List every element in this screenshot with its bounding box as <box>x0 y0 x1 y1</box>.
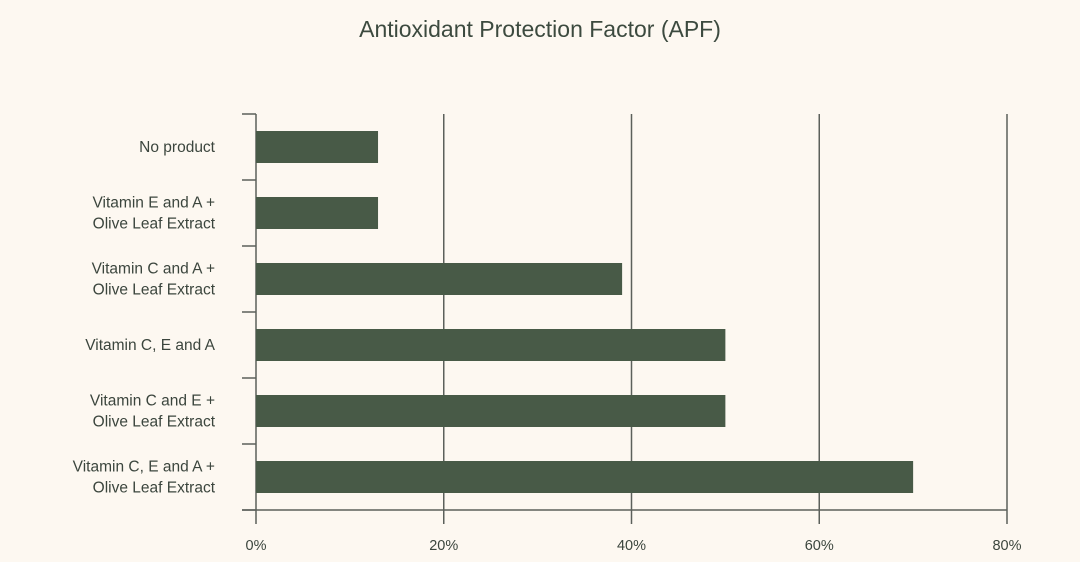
x-tick-label: 40% <box>617 538 646 554</box>
bar <box>256 197 379 229</box>
category-label: Vitamin E and A + Olive Leaf Extract <box>92 195 215 233</box>
x-tick-label: 60% <box>805 538 834 554</box>
category-label: Vitamin C and A + Olive Leaf Extract <box>92 261 216 299</box>
chart-title: Antioxidant Protection Factor (APF) <box>359 16 721 42</box>
bar <box>256 461 914 493</box>
x-tick-label: 80% <box>992 538 1021 554</box>
bar <box>256 395 726 427</box>
bar <box>256 329 726 361</box>
category-label: No product <box>139 139 216 156</box>
x-tick-label: 20% <box>429 538 458 554</box>
category-label: Vitamin C and E + Olive Leaf Extract <box>90 393 216 431</box>
x-tick-label: 0% <box>246 538 267 554</box>
category-label: Vitamin C, E and A <box>85 337 215 354</box>
bar <box>256 131 379 163</box>
bar <box>256 263 623 295</box>
category-label: Vitamin C, E and A + Olive Leaf Extract <box>73 459 216 497</box>
